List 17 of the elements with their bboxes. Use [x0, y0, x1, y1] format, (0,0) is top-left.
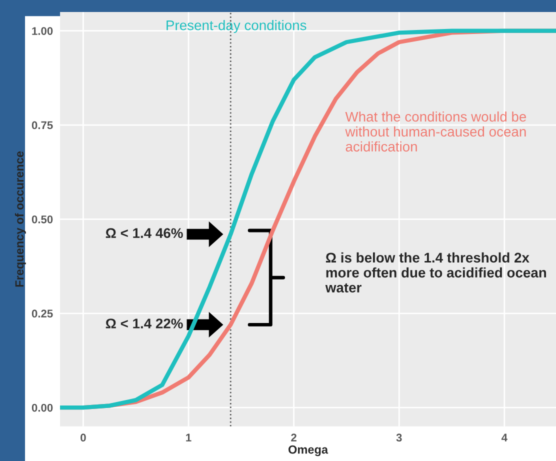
x-axis-title: Omega — [288, 445, 328, 456]
x-tick-label: 4 — [501, 434, 508, 442]
x-tick-label: 2 — [291, 434, 296, 442]
annotation: Ω < 1.4 22% — [106, 318, 183, 328]
y-tick-label: 0.00 — [32, 404, 53, 412]
x-tick-label: 0 — [80, 434, 86, 442]
x-tick-label: 3 — [396, 434, 402, 442]
y-tick-label: 0.75 — [32, 121, 53, 130]
annotation: Ω < 1.4 46% — [106, 228, 183, 238]
series-label: Present-day conditions — [166, 20, 306, 33]
annotation: Ω is below the 1.4 threshold 2x more often due to acidified ocean water — [325, 252, 546, 293]
x-tick-label: 1 — [186, 434, 192, 442]
series-label: What the conditions would be without human-caused ocean acidification — [345, 111, 526, 152]
y-tick-label: 0.25 — [32, 310, 53, 318]
y-tick-label: 0.50 — [32, 215, 53, 224]
y-tick-label: 1.00 — [32, 27, 53, 35]
y-axis-title: Frequency of occurence — [14, 151, 26, 287]
